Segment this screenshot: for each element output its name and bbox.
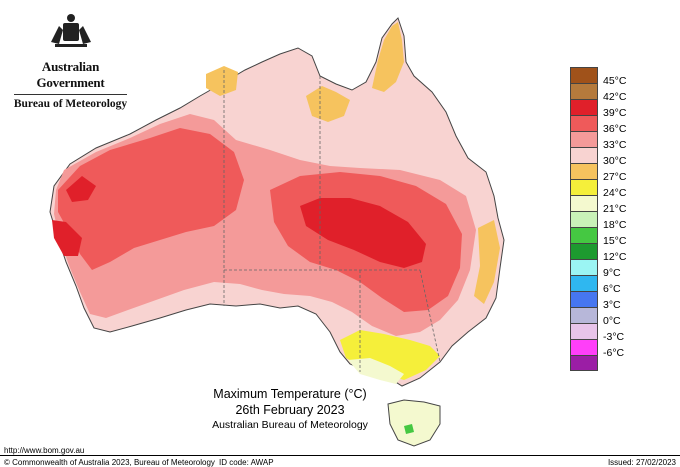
legend-label: 3°C	[603, 299, 621, 311]
zone-27-gulf	[306, 86, 350, 122]
legend-item	[570, 355, 660, 371]
legend-swatch	[570, 275, 598, 291]
legend-item: 27°C	[570, 163, 660, 183]
legend-label: -3°C	[603, 331, 625, 343]
legend-swatch	[570, 227, 598, 243]
map-title: Maximum Temperature (°C)	[213, 387, 367, 401]
legend-label: 27°C	[603, 171, 627, 183]
footer-divider	[0, 455, 680, 456]
legend-label: 21°C	[603, 203, 627, 215]
legend-item: 36°C	[570, 115, 660, 135]
zone-21-victoria	[348, 358, 404, 384]
legend-item: 45°C	[570, 67, 660, 87]
footer-copyright: © Commonwealth of Australia 2023, Bureau…	[4, 458, 215, 467]
legend-label: 33°C	[603, 139, 627, 151]
legend-swatch	[570, 179, 598, 195]
footer-id-code: ID code: AWAP	[219, 458, 274, 467]
legend-swatch	[570, 83, 598, 99]
map-source: Australian Bureau of Meteorology	[212, 419, 368, 431]
legend-label: -6°C	[603, 347, 625, 359]
legend-swatch	[570, 67, 598, 83]
legend-label: 45°C	[603, 75, 627, 87]
legend-label: 9°C	[603, 267, 621, 279]
legend-label: 0°C	[603, 315, 621, 327]
footer-url[interactable]: http://www.bom.gov.au	[4, 446, 85, 455]
legend-item: 42°C	[570, 83, 660, 103]
legend-swatch	[570, 291, 598, 307]
tasmania-outline	[387, 399, 441, 447]
map-date: 26th February 2023	[235, 403, 345, 417]
legend-item: 0°C	[570, 307, 660, 327]
legend-item: -3°C	[570, 323, 660, 343]
legend-swatch	[570, 131, 598, 147]
zone-39-west	[66, 176, 96, 202]
legend-item: 21°C	[570, 195, 660, 215]
legend-item: 12°C	[570, 243, 660, 263]
legend-label: 18°C	[603, 219, 627, 231]
zone-39-pilbara	[52, 220, 82, 256]
legend-item: 6°C	[570, 275, 660, 295]
legend-item: 3°C	[570, 291, 660, 311]
legend-label: 36°C	[603, 123, 627, 135]
government-logo-block: Australian Government Bureau of Meteorol…	[8, 12, 133, 110]
legend-item: 18°C	[570, 211, 660, 231]
legend-item: 9°C	[570, 259, 660, 279]
legend-item: 15°C	[570, 227, 660, 247]
legend-label: 12°C	[603, 251, 627, 263]
legend-swatch	[570, 339, 598, 355]
department-name: Bureau of Meteorology	[13, 98, 128, 110]
legend-swatch	[570, 163, 598, 179]
legend-item: 39°C	[570, 99, 660, 119]
government-name: Australian Government	[36, 59, 105, 90]
legend-swatch	[570, 99, 598, 115]
legend-label: 24°C	[603, 187, 627, 199]
state-borders	[223, 70, 441, 372]
legend-swatch	[570, 307, 598, 323]
legend-label: 6°C	[603, 283, 621, 295]
map-caption: Maximum Temperature (°C) 26th February 2…	[150, 387, 430, 431]
legend-swatch	[570, 195, 598, 211]
legend-swatch	[570, 115, 598, 131]
legend-swatch	[570, 259, 598, 275]
divider	[14, 94, 127, 95]
zone-15-tasmania	[404, 424, 414, 434]
legend-item: 33°C	[570, 131, 660, 151]
coat-of-arms-icon	[50, 14, 91, 47]
legend-swatch	[570, 243, 598, 259]
zone-27-east-coast	[474, 220, 500, 304]
legend-swatch	[570, 323, 598, 339]
legend-item: 30°C	[570, 147, 660, 167]
legend-item: -6°C	[570, 339, 660, 359]
zone-39-interior	[300, 198, 426, 268]
legend-item: 24°C	[570, 179, 660, 199]
zone-27-north-qld	[372, 22, 404, 92]
legend-label: 15°C	[603, 235, 627, 247]
legend-label: 30°C	[603, 155, 627, 167]
footer-issued: Issued: 27/02/2023	[607, 458, 676, 467]
temperature-legend: 45°C 42°C 39°C 36°C 33°C 30°C 27°C 24°C 21°C 18°C…	[570, 67, 660, 371]
legend-swatch	[570, 211, 598, 227]
legend-label: 39°C	[603, 107, 627, 119]
legend-swatch	[570, 147, 598, 163]
zone-36-west	[58, 128, 244, 270]
legend-swatch	[570, 355, 598, 371]
legend-label: 42°C	[603, 91, 627, 103]
zone-27-top-end	[206, 66, 238, 96]
